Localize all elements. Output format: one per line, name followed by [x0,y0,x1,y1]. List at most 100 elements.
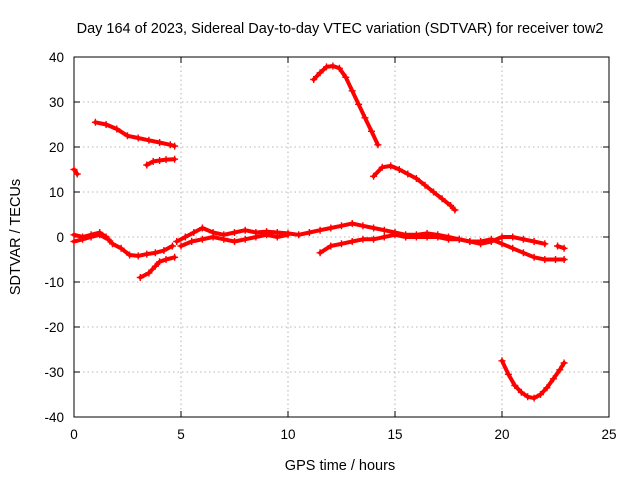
data-point [404,170,412,178]
data-point [136,274,144,281]
data-point [70,231,78,239]
series-seg-d [70,229,176,260]
data-point [284,231,292,239]
data-point [327,242,335,250]
data-point [541,240,549,248]
y-tick-label: 0 [56,230,64,245]
data-point [445,235,452,243]
data-point [412,233,420,241]
data-point [91,118,99,126]
series-seg-j [554,242,568,252]
x-tick-label: 10 [280,427,295,442]
data-point [560,256,568,263]
data-point [391,231,399,239]
data-point [151,262,159,270]
data-point [171,142,179,150]
data-point [348,238,356,245]
data-point [519,249,527,257]
x-axis-label: GPS time / hours [285,458,395,474]
x-tick-label: 5 [177,427,185,442]
data-point [327,224,335,232]
data-point [162,256,170,263]
y-tick-label: -20 [44,320,64,335]
series-seg-i [316,231,568,263]
series-seg-k [310,62,382,149]
data-point [156,258,164,266]
data-point [423,233,431,241]
data-point [370,235,378,243]
data-point [530,238,538,245]
data-point [402,233,410,241]
data-point [556,366,564,374]
data-point [96,231,104,239]
data-point [498,233,506,241]
y-tick-labels: -40 -30 -20 -10 0 10 20 30 40 [44,50,64,425]
data-point [145,136,153,144]
data-point [171,155,179,163]
data-point [374,141,382,149]
data-point [323,63,330,71]
data-point [504,370,512,378]
data-point [209,233,217,241]
data-point [338,222,345,230]
data-point [168,242,176,250]
tick-marks [73,56,610,418]
data-point [329,62,337,70]
y-tick-label: 40 [49,50,64,65]
data-point [220,235,228,243]
data-point [447,202,455,209]
data-point [438,195,446,203]
data-point [316,249,324,257]
data-point [79,235,87,243]
data-point [310,76,318,83]
y-tick-label: -10 [44,275,64,290]
data-point [102,121,110,128]
data-point [151,249,159,257]
data-point [305,229,313,236]
data-point [477,238,485,245]
data-point [338,240,345,248]
data-point [560,359,568,367]
data-point [162,156,170,164]
data-point [370,172,378,180]
x-tick-label: 20 [494,427,509,442]
series-seg-c [143,155,179,169]
data-point [451,206,459,214]
data-point [517,388,525,396]
data-point [498,240,506,248]
x-tick-label: 25 [601,427,616,442]
data-point [145,269,153,277]
data-point [387,162,395,170]
series-seg-b [91,118,179,150]
data-point [295,231,303,239]
data-point [541,256,549,263]
data-point [70,166,78,173]
data-point [231,238,238,245]
data-point [524,393,532,401]
data-point [530,253,538,261]
data-point [156,157,164,164]
y-tick-label: 10 [49,185,64,200]
grid-lines [74,57,609,417]
data-point [156,139,164,146]
data-point [348,220,356,227]
data-point [361,114,369,122]
data-point [104,235,112,243]
data-point [430,188,437,196]
data-point [380,233,388,241]
series-seg-f [136,253,179,281]
data-point [368,127,375,135]
data-point [177,242,185,250]
data-point [530,394,538,402]
data-point [380,226,388,234]
data-point [134,134,142,142]
data-point [126,251,134,259]
x-tick-label: 0 [70,427,78,442]
data-point [554,242,562,250]
series-line [371,163,457,212]
data-point [519,235,527,243]
x-tick-label: 15 [387,427,402,442]
series-seg-h [177,231,292,250]
data-point [498,357,506,365]
data-point [181,233,189,241]
